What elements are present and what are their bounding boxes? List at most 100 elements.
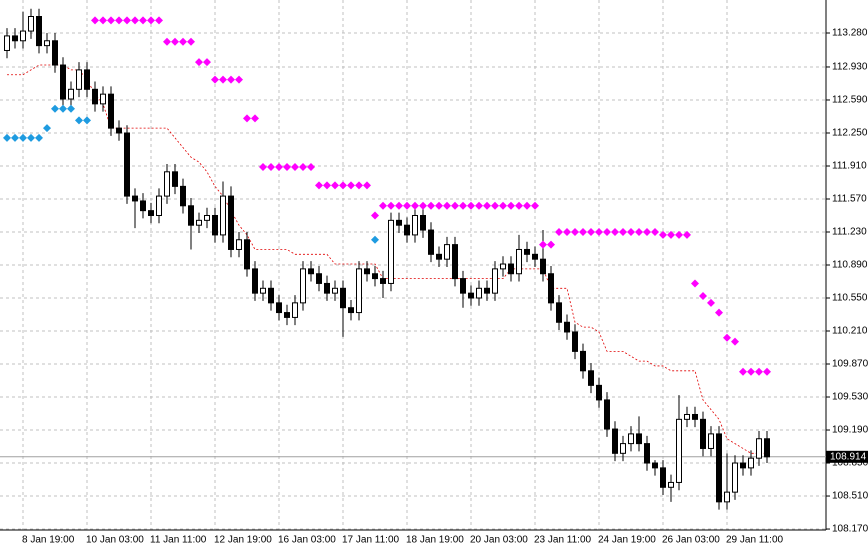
x-tick-label: 16 Jan 03:00 <box>278 535 336 546</box>
candle-body <box>164 171 170 197</box>
candle-body <box>124 132 130 197</box>
indicator-dot <box>411 201 419 210</box>
indicator-dot <box>291 162 299 171</box>
candle-body <box>476 287 482 299</box>
candle-body <box>340 287 346 309</box>
indicator-dot <box>243 114 251 123</box>
candle-body <box>68 88 74 100</box>
indicator-dot <box>699 292 707 301</box>
candle-body <box>668 481 674 488</box>
indicator-dot <box>83 116 91 125</box>
indicator-dot <box>3 133 11 142</box>
indicator-dot <box>27 133 35 142</box>
x-tick-label: 11 Jan 11:00 <box>150 535 207 546</box>
indicator-dot <box>163 37 171 46</box>
candle-body <box>692 413 698 420</box>
x-tick-label: 8 Jan 19:00 <box>22 535 75 546</box>
indicator-dot <box>595 227 603 236</box>
indicator-dot <box>299 162 307 171</box>
indicator-dot <box>395 201 403 210</box>
candle-body <box>716 433 722 503</box>
y-tick-label: 108.170 <box>832 524 868 535</box>
candle-body <box>428 229 434 255</box>
indicator-dot <box>275 162 283 171</box>
candle-body <box>140 200 146 212</box>
candle-body <box>60 64 66 100</box>
candle-body <box>156 195 162 216</box>
candle-body <box>620 443 626 454</box>
candle-body <box>756 438 762 459</box>
candle-body <box>404 224 410 236</box>
indicator-dot <box>523 201 531 210</box>
candle-body <box>636 433 642 445</box>
candle-body <box>708 433 714 449</box>
indicator-dot <box>219 75 227 84</box>
indicator-dot <box>43 124 51 133</box>
candle-body <box>332 287 338 294</box>
indicator-dot <box>139 16 147 25</box>
indicator-dot <box>307 162 315 171</box>
candle-body <box>148 210 154 216</box>
candle-body <box>268 287 274 304</box>
indicator-dot <box>675 230 683 239</box>
last-price-tag <box>826 450 868 463</box>
y-tick-label: 112.250 <box>832 128 868 139</box>
candle-body <box>172 171 178 187</box>
candle-body <box>372 273 378 280</box>
candle-body <box>548 273 554 304</box>
candle-body <box>612 428 618 454</box>
candle-body <box>76 69 82 90</box>
indicator-dot <box>747 367 755 376</box>
candle-body <box>260 287 266 294</box>
indicator-dot <box>691 279 699 288</box>
candle-body <box>588 370 594 386</box>
candle-body <box>324 282 330 294</box>
indicator-dot <box>339 181 347 190</box>
indicator-dot <box>683 230 691 239</box>
candle-body <box>284 312 290 318</box>
indicator-dot <box>611 227 619 236</box>
indicator-dot <box>419 201 427 210</box>
indicator-dot <box>499 201 507 210</box>
indicator-dot <box>763 367 771 376</box>
candle-body <box>316 273 322 284</box>
x-tick-label: 20 Jan 03:00 <box>470 535 528 546</box>
indicator-dot <box>443 201 451 210</box>
indicator-dot <box>171 37 179 46</box>
indicator-dot <box>755 367 763 376</box>
indicator-dot <box>603 227 611 236</box>
candle-body <box>724 491 730 503</box>
indicator-dot <box>51 104 59 113</box>
indicator-dot <box>563 227 571 236</box>
indicator-dot <box>739 367 747 376</box>
candle-body <box>436 253 442 260</box>
y-tick-label: 108.510 <box>832 491 868 502</box>
y-tick-label: 110.890 <box>832 260 868 271</box>
indicator-dot <box>715 308 723 317</box>
indicator-dot <box>131 16 139 25</box>
candle-body <box>116 127 122 134</box>
indicator-dot <box>267 162 275 171</box>
candle-body <box>644 443 650 464</box>
candle-body <box>732 462 738 493</box>
indicator-dot <box>99 16 107 25</box>
candle-body <box>660 467 666 488</box>
candle-body <box>356 268 362 314</box>
candle-body <box>652 462 658 469</box>
candle-body <box>292 302 298 318</box>
indicator-dot <box>187 37 195 46</box>
indicator-dot <box>483 201 491 210</box>
indicator-dot <box>459 201 467 210</box>
candle-body <box>764 438 770 458</box>
indicator-dot <box>251 114 259 123</box>
candle-body <box>100 93 106 105</box>
candle-body <box>524 248 530 255</box>
indicator-dot <box>91 16 99 25</box>
indicator-dot <box>579 227 587 236</box>
candle-body <box>276 302 282 314</box>
candle-body <box>308 268 314 275</box>
indicator-dot <box>227 75 235 84</box>
indicator-dot <box>587 227 595 236</box>
indicator-dot <box>355 181 363 190</box>
